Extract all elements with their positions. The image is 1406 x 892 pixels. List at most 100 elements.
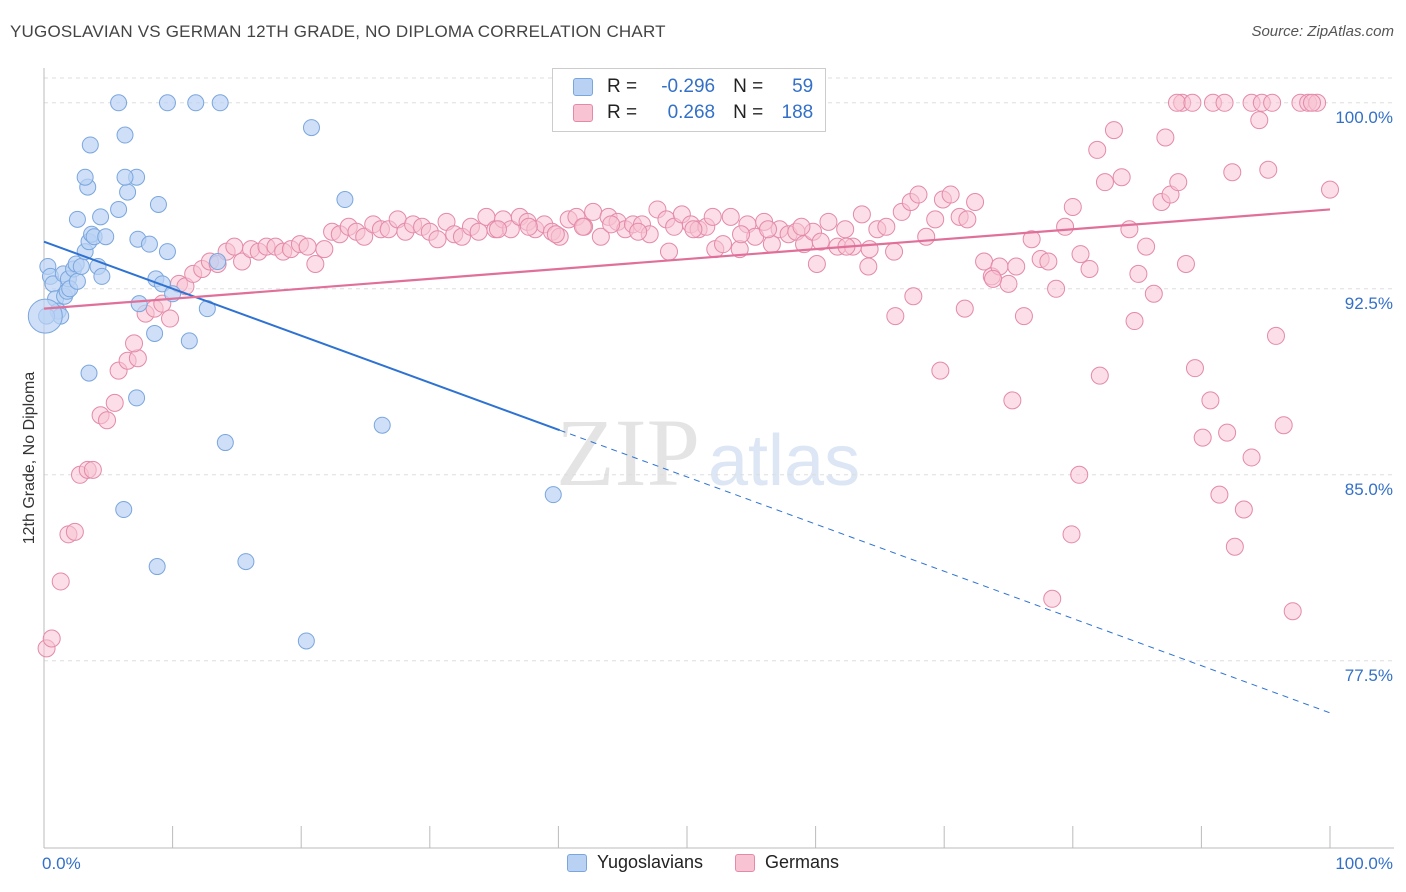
yugoslavian-point — [97, 228, 115, 246]
x-tick-label: 100.0% — [1335, 854, 1393, 873]
german-point — [877, 217, 896, 236]
yugoslavian-point — [72, 257, 90, 275]
german-point — [573, 217, 592, 236]
german-point — [759, 220, 778, 239]
german-point — [519, 217, 538, 236]
german-point — [966, 193, 985, 211]
german-point — [984, 269, 1003, 288]
german-point — [105, 393, 124, 412]
german-point — [1185, 359, 1204, 378]
blue-swatch-icon — [573, 78, 593, 96]
german-point — [428, 230, 447, 249]
yugoslavian-trend-extension — [559, 429, 1331, 714]
german-point — [1169, 173, 1188, 192]
yugoslavians-points — [27, 94, 562, 650]
german-point — [233, 252, 252, 271]
legend-item-yugoslavians: Yugoslavians — [566, 852, 704, 873]
german-point — [1266, 326, 1285, 345]
german-point — [1071, 245, 1090, 264]
german-point — [128, 349, 147, 368]
yugoslavian-point — [209, 253, 227, 271]
german-point — [1215, 93, 1234, 112]
n-value: 188 — [781, 102, 814, 123]
german-point — [1193, 428, 1212, 447]
yugoslavian-point — [153, 275, 171, 293]
german-point — [721, 207, 740, 226]
german-point — [1259, 160, 1278, 179]
german-point — [1090, 366, 1109, 385]
german-point — [591, 227, 610, 246]
german-point — [941, 185, 960, 204]
yugoslavian-point — [80, 364, 98, 382]
german-point — [886, 307, 905, 326]
legend-row-germans: R = 0.268 N = 188 — [573, 101, 813, 125]
german-point — [659, 242, 678, 261]
y-tick-label: 92.5% — [1345, 294, 1393, 313]
legend-label: Germans — [765, 852, 840, 872]
german-point — [999, 274, 1018, 293]
german-point — [42, 629, 61, 648]
german-point — [931, 361, 950, 380]
german-point — [1095, 173, 1114, 192]
n-label: N = — [733, 102, 764, 123]
german-point — [629, 222, 648, 241]
german-point — [355, 227, 374, 246]
y-tick-label: 100.0% — [1335, 108, 1393, 127]
german-point — [51, 572, 70, 591]
trend-lines — [43, 208, 1331, 714]
german-point — [1283, 602, 1302, 621]
legend-label: Yugoslavians — [596, 852, 704, 872]
german-point — [819, 212, 838, 231]
yugoslavian-point — [140, 235, 158, 253]
yugoslavian-point — [148, 558, 166, 576]
tick-labels: 77.5% 85.0% 92.5% 100.0% 0.0% 100.0% — [42, 108, 1393, 873]
german-point — [1080, 259, 1099, 278]
yugoslavian-point — [187, 94, 205, 112]
german-point — [1274, 416, 1293, 435]
german-point — [917, 227, 936, 246]
german-point — [488, 220, 507, 239]
german-point — [1321, 180, 1339, 199]
german-point — [1137, 237, 1156, 256]
yugoslavian-point — [115, 501, 133, 519]
german-point — [1039, 252, 1058, 271]
german-point — [1104, 121, 1123, 140]
german-point — [1112, 168, 1131, 187]
german-point — [860, 240, 879, 259]
german-point — [1250, 111, 1269, 130]
german-point — [1003, 391, 1022, 410]
german-point — [584, 202, 603, 221]
german-point — [1234, 500, 1253, 519]
german-point — [762, 235, 781, 254]
german-point — [859, 257, 878, 276]
r-value: -0.296 — [661, 76, 716, 97]
yugoslavian-point — [68, 272, 86, 290]
german-point — [1070, 465, 1089, 484]
yugoslavian-point — [158, 94, 176, 112]
watermark-atlas: atlas — [708, 421, 860, 501]
german-point — [602, 215, 621, 234]
yugoslavian-point — [158, 243, 176, 261]
yugoslavian-point — [211, 94, 229, 112]
german-point — [926, 210, 945, 229]
german-point — [1062, 525, 1081, 544]
german-point — [703, 207, 722, 226]
y-tick-label: 85.0% — [1345, 480, 1393, 499]
german-point — [469, 222, 488, 241]
yugoslavian-point — [336, 191, 354, 209]
german-point — [1183, 93, 1202, 112]
german-point — [1125, 312, 1144, 331]
german-point — [1218, 423, 1237, 442]
german-point — [306, 255, 325, 273]
german-point — [298, 237, 317, 256]
yugoslavian-point — [302, 119, 320, 137]
yugoslavian-point — [76, 168, 94, 186]
german-point — [885, 242, 904, 261]
german-point — [1242, 448, 1261, 467]
german-point — [955, 299, 974, 318]
german-point — [836, 220, 855, 239]
german-point — [161, 309, 180, 328]
yugoslavian-point — [116, 168, 134, 186]
n-value: 59 — [792, 76, 814, 97]
source-label: Source: ZipAtlas.com — [1251, 23, 1394, 40]
